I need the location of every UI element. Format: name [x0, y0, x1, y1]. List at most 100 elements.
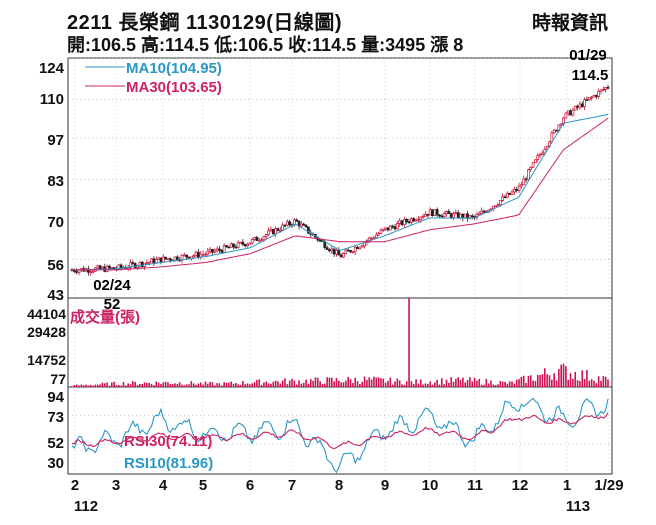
volume-bar	[213, 385, 216, 387]
candle-body	[307, 226, 310, 234]
volume-bar	[206, 383, 209, 387]
candle-body	[91, 270, 95, 273]
candle-body	[536, 155, 540, 161]
volume-bar	[331, 377, 333, 387]
volume-bar	[508, 381, 511, 387]
volume-bar	[602, 376, 605, 387]
volume-bar	[160, 384, 162, 387]
candle-body	[222, 245, 226, 253]
volume-bar	[438, 384, 441, 387]
candle-body	[194, 251, 198, 256]
volume-bar	[197, 383, 200, 387]
candle-body	[433, 209, 437, 216]
volume-bar	[242, 380, 244, 387]
volume-bar	[272, 381, 275, 387]
volume-bar	[314, 377, 317, 387]
candle-body	[337, 250, 341, 256]
volume-bar	[141, 384, 144, 387]
candle-body	[243, 243, 247, 247]
volume-bar	[284, 378, 286, 387]
candle-body	[260, 239, 263, 242]
moving-average-lines	[71, 113, 609, 271]
x-tick-label: 8	[335, 477, 343, 494]
volume-bar	[518, 379, 520, 387]
candle-body	[180, 254, 184, 261]
volume-bar	[96, 384, 99, 387]
volume-bar	[307, 383, 310, 387]
volume-bar	[279, 383, 282, 387]
candle-body	[201, 253, 205, 256]
candle-body	[129, 262, 132, 268]
candle-body	[274, 228, 277, 235]
volume-bar	[202, 384, 204, 387]
volume-bar	[588, 380, 591, 387]
candle-body	[248, 242, 252, 245]
volume-bar	[476, 380, 478, 387]
candle-body	[513, 188, 516, 193]
volume-bar	[118, 385, 120, 387]
volume-bar	[185, 384, 188, 387]
x-tick-label: 3	[112, 477, 120, 494]
volume-bar	[583, 378, 586, 387]
candle-body	[166, 258, 170, 261]
volume-bar	[429, 381, 431, 387]
volume-bar	[464, 382, 467, 387]
volume-bar	[239, 384, 242, 387]
volume-tick-label: 14752	[27, 352, 66, 368]
volume-bar	[122, 382, 125, 387]
volume-bar	[148, 382, 151, 387]
volume-bar	[494, 385, 497, 387]
volume-bar	[211, 382, 214, 387]
candle-body	[571, 109, 575, 116]
volume-bar	[270, 383, 272, 387]
x-year-label: 113	[566, 498, 590, 515]
chart-title: 2211 長榮鋼 1130129(日線圖)	[67, 12, 343, 34]
candle-body	[410, 218, 413, 223]
volume-bar	[223, 382, 225, 387]
volume-bar	[525, 382, 527, 387]
volume-bar	[286, 384, 289, 387]
volume-bar	[534, 381, 537, 387]
volume-bar	[188, 384, 190, 387]
candle-body	[325, 247, 329, 250]
candle-body	[173, 256, 177, 261]
volume-bar	[522, 375, 525, 387]
candle-body	[288, 221, 292, 226]
volume-bar	[246, 383, 249, 387]
volume-bar	[195, 384, 197, 387]
candle-body	[225, 245, 228, 248]
candle-body	[356, 246, 359, 250]
candle-body	[267, 230, 270, 235]
volume-bar	[389, 377, 392, 387]
volume-bar	[309, 379, 312, 387]
candle-body	[281, 224, 285, 231]
candle-body	[578, 103, 582, 108]
volume-bar	[230, 381, 232, 387]
volume-bar	[513, 383, 516, 387]
candle-body	[604, 86, 608, 90]
candle-body	[442, 213, 446, 217]
candle-body	[255, 236, 259, 241]
volume-bar	[459, 380, 462, 387]
volume-bar	[455, 378, 457, 387]
candle-body	[606, 86, 610, 89]
candle-body	[232, 243, 235, 248]
volume-bar	[139, 383, 141, 387]
volume-bar	[132, 381, 134, 387]
volume-bar	[499, 381, 502, 387]
candle-body	[426, 213, 430, 216]
volume-bar	[125, 385, 127, 387]
volume-bar	[431, 384, 434, 387]
volume-bar	[377, 377, 380, 387]
candle-body	[370, 237, 373, 240]
candle-body	[276, 228, 280, 231]
volume-bar	[136, 384, 139, 387]
candle-body	[431, 209, 434, 216]
volume-bar	[586, 369, 588, 387]
volume-bar	[462, 377, 464, 387]
volume-bar	[394, 381, 396, 387]
volume-bar	[581, 370, 584, 387]
candle-body	[403, 219, 406, 226]
candle-body	[379, 229, 383, 234]
volume-bar	[490, 380, 492, 387]
